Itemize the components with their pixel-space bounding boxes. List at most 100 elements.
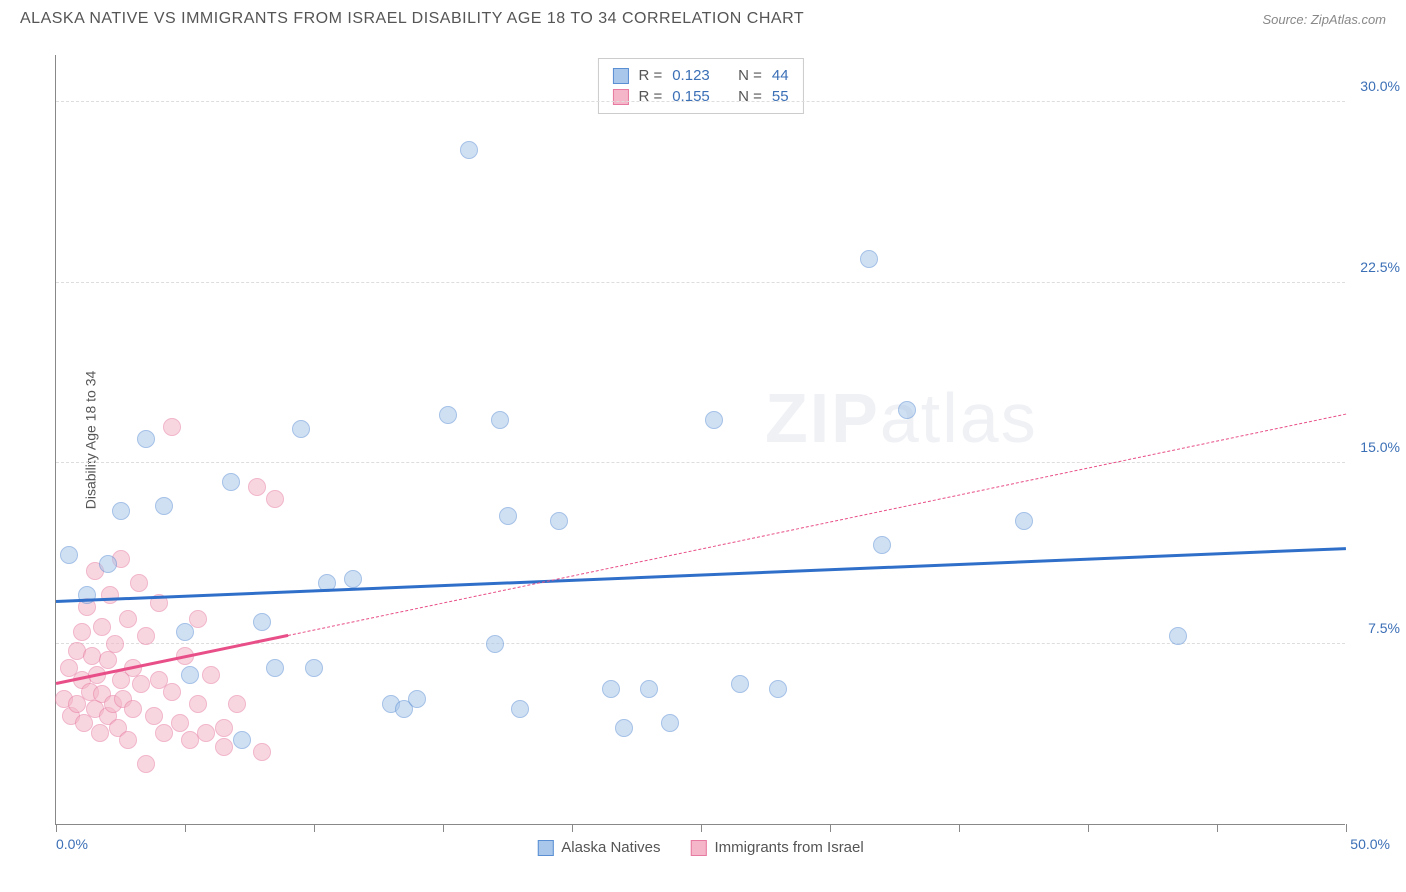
stat-r-label: R = xyxy=(638,67,662,84)
stat-n-value: 55 xyxy=(772,88,789,105)
data-point xyxy=(460,141,478,159)
x-tick xyxy=(959,824,960,832)
data-point xyxy=(112,502,130,520)
data-point xyxy=(511,700,529,718)
data-point xyxy=(99,555,117,573)
y-tick-label: 7.5% xyxy=(1368,620,1400,636)
data-point xyxy=(171,714,189,732)
data-point xyxy=(228,695,246,713)
x-tick xyxy=(701,824,702,832)
source-attribution: Source: ZipAtlas.com xyxy=(1262,12,1386,27)
gridline xyxy=(56,282,1345,283)
y-tick-label: 15.0% xyxy=(1360,439,1400,455)
data-point xyxy=(439,406,457,424)
stat-n-label: N = xyxy=(738,88,762,105)
chart-header: ALASKA NATIVE VS IMMIGRANTS FROM ISRAEL … xyxy=(0,0,1406,33)
x-tick xyxy=(572,824,573,832)
scatter-chart: Disability Age 18 to 34 ZIPatlas R = 0.1… xyxy=(55,55,1345,825)
trend-line-extrapolated xyxy=(288,414,1346,636)
data-point xyxy=(266,659,284,677)
legend-swatch-icon xyxy=(691,840,707,856)
data-point xyxy=(106,635,124,653)
data-point xyxy=(408,690,426,708)
data-point xyxy=(202,666,220,684)
data-point xyxy=(176,623,194,641)
data-point xyxy=(78,586,96,604)
legend-item: Alaska Natives xyxy=(537,839,660,856)
data-point xyxy=(99,651,117,669)
data-point xyxy=(898,401,916,419)
data-point xyxy=(137,627,155,645)
data-point xyxy=(73,623,91,641)
data-point xyxy=(137,430,155,448)
legend-swatch-icon xyxy=(537,840,553,856)
data-point xyxy=(253,743,271,761)
stat-row: R = 0.155 N = 55 xyxy=(612,86,788,107)
data-point xyxy=(60,546,78,564)
x-tick xyxy=(1088,824,1089,832)
data-point xyxy=(615,719,633,737)
data-point xyxy=(119,610,137,628)
legend-label: Alaska Natives xyxy=(561,839,660,856)
stat-r-label: R = xyxy=(638,88,662,105)
watermark: ZIPatlas xyxy=(765,378,1038,458)
data-point xyxy=(640,680,658,698)
data-point xyxy=(181,666,199,684)
stat-r-value: 0.123 xyxy=(672,67,710,84)
data-point xyxy=(130,574,148,592)
data-point xyxy=(93,618,111,636)
data-point xyxy=(189,695,207,713)
data-point xyxy=(486,635,504,653)
data-point xyxy=(163,683,181,701)
gridline xyxy=(56,462,1345,463)
data-point xyxy=(292,420,310,438)
data-point xyxy=(137,755,155,773)
watermark-zip: ZIP xyxy=(765,379,880,457)
legend-item: Immigrants from Israel xyxy=(691,839,864,856)
y-tick-label: 22.5% xyxy=(1360,259,1400,275)
data-point xyxy=(1015,512,1033,530)
data-point xyxy=(305,659,323,677)
gridline xyxy=(56,101,1345,102)
x-axis-min-label: 0.0% xyxy=(56,836,88,852)
data-point xyxy=(550,512,568,530)
data-point xyxy=(222,473,240,491)
data-point xyxy=(124,700,142,718)
x-tick xyxy=(830,824,831,832)
stat-n-value: 44 xyxy=(772,67,789,84)
data-point xyxy=(769,680,787,698)
series-swatch-icon xyxy=(612,68,628,84)
data-point xyxy=(731,675,749,693)
x-tick xyxy=(1346,824,1347,832)
stat-r-value: 0.155 xyxy=(672,88,710,105)
x-axis-max-label: 50.0% xyxy=(1350,836,1390,852)
legend-label: Immigrants from Israel xyxy=(715,839,864,856)
data-point xyxy=(145,707,163,725)
data-point xyxy=(119,731,137,749)
data-point xyxy=(344,570,362,588)
data-point xyxy=(155,497,173,515)
data-point xyxy=(101,586,119,604)
chart-title: ALASKA NATIVE VS IMMIGRANTS FROM ISRAEL … xyxy=(20,10,804,28)
data-point xyxy=(602,680,620,698)
y-axis-title: Disability Age 18 to 34 xyxy=(82,370,98,509)
data-point xyxy=(233,731,251,749)
x-tick xyxy=(56,824,57,832)
x-tick xyxy=(314,824,315,832)
stat-n-label: N = xyxy=(738,67,762,84)
data-point xyxy=(215,719,233,737)
x-tick xyxy=(185,824,186,832)
data-point xyxy=(499,507,517,525)
stat-row: R = 0.123 N = 44 xyxy=(612,65,788,86)
data-point xyxy=(91,724,109,742)
data-point xyxy=(491,411,509,429)
legend: Alaska Natives Immigrants from Israel xyxy=(537,839,863,856)
data-point xyxy=(661,714,679,732)
x-tick xyxy=(1217,824,1218,832)
data-point xyxy=(705,411,723,429)
data-point xyxy=(248,478,266,496)
data-point xyxy=(253,613,271,631)
data-point xyxy=(215,738,233,756)
data-point xyxy=(163,418,181,436)
data-point xyxy=(873,536,891,554)
